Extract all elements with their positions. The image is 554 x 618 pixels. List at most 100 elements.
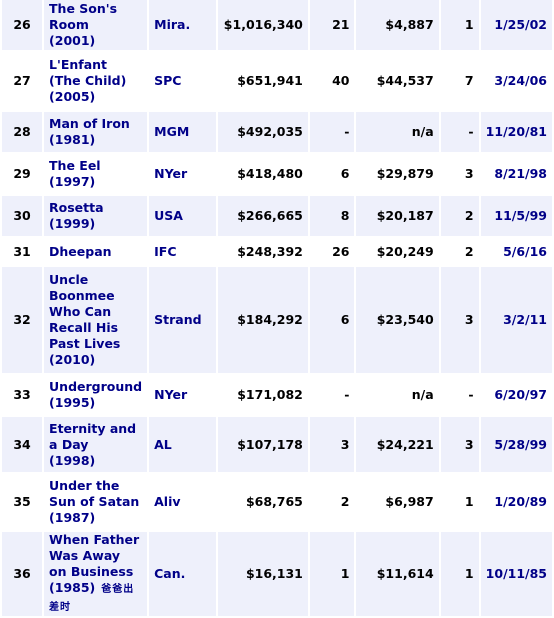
theaters-cell: - [309,112,355,152]
release-date-link[interactable]: 3/24/06 [480,52,552,110]
release-date-link[interactable]: 1/20/89 [480,474,552,530]
movie-title-link[interactable]: Man of Iron (1981) [44,112,148,152]
title-line: (2005) [49,89,96,104]
opening-theaters-cell: 2 [440,238,479,265]
title-line: The Eel [49,158,101,173]
rank-cell: 29 [2,154,43,194]
title-line: Room [49,17,89,32]
title-line: Boonmee [49,288,115,303]
release-date-link[interactable]: 11/20/81 [480,112,552,152]
opening-gross-cell: $20,187 [356,196,439,236]
distributor-link[interactable]: NYer [149,375,217,415]
opening-theaters-cell: - [440,375,479,415]
opening-theaters-cell: 1 [440,532,479,616]
title-line: (1995) [49,395,96,410]
opening-theaters-cell: 3 [440,267,479,373]
distributor-link[interactable]: Strand [149,267,217,373]
title-line: (2001) [49,33,96,48]
rank-cell: 30 [2,196,43,236]
rank-cell: 33 [2,375,43,415]
title-line: (1981) [49,132,96,147]
title-line: Was Away [49,548,121,563]
total-gross-cell: $651,941 [218,52,308,110]
title-line: Uncle [49,272,89,287]
theaters-cell: 21 [309,0,355,50]
theaters-cell: 3 [309,417,355,472]
rank-cell: 27 [2,52,43,110]
theaters-cell: 6 [309,267,355,373]
opening-gross-cell: n/a [356,375,439,415]
title-line: (1985) [49,580,96,595]
release-date-link[interactable]: 8/21/98 [480,154,552,194]
title-line: (1997) [49,174,96,189]
distributor-link[interactable]: Can. [149,532,217,616]
rank-cell: 28 [2,112,43,152]
total-gross-cell: $1,016,340 [218,0,308,50]
title-line: Underground [49,379,143,394]
title-line: (1998) [49,452,96,468]
release-date-link[interactable]: 5/28/99 [480,417,552,472]
opening-gross-cell: $11,614 [356,532,439,616]
release-date-link[interactable]: 6/20/97 [480,375,552,415]
distributor-link[interactable]: MGM [149,112,217,152]
opening-gross-cell: $6,987 [356,474,439,530]
distributor-link[interactable]: SPC [149,52,217,110]
title-line: Sun of Satan [49,494,140,509]
total-gross-cell: $16,131 [218,532,308,616]
table-row: 32 Uncle Boonmee Who Can Recall His Past Live… [2,267,552,373]
movie-title-link[interactable]: Uncle Boonmee Who Can Recall His Past Lives(… [44,267,148,373]
opening-theaters-cell: 1 [440,0,479,50]
table-row: 33 Underground (1995) NYer $171,082- n/a -6/20… [2,375,552,415]
movie-title-link[interactable]: Rosetta (1999) [44,196,148,236]
title-annotation: 爸爸出差时 [49,584,135,613]
theaters-cell: - [309,375,355,415]
movie-title-link[interactable]: The Eel (1997) [44,154,148,194]
table-row: 34 Eternity and a Day (1998) AL $107,178 3 $24,… [2,417,552,472]
table-row: 27 L'Enfant (The Child) (2005) SPC $651,941 40… [2,52,552,110]
title-line: Who Can [49,304,112,319]
opening-gross-cell: $24,221 [356,417,439,472]
theaters-cell: 1 [309,532,355,616]
opening-theaters-cell: 3 [440,154,479,194]
movie-title-link[interactable]: The Son's Room (2001) [44,0,148,50]
title-line: When Father [49,532,140,547]
total-gross-cell: $266,665 [218,196,308,236]
total-gross-cell: $492,035 [218,112,308,152]
release-date-link[interactable]: 1/25/02 [480,0,552,50]
title-line: (1999) [49,216,96,231]
theaters-cell: 6 [309,154,355,194]
movie-title-link[interactable]: Eternity and a Day (1998) [44,417,148,472]
title-line: Under the [49,478,120,493]
movie-title-link[interactable]: Dheepan [44,238,148,265]
release-date-link[interactable]: 5/6/16 [480,238,552,265]
distributor-link[interactable]: Mira. [149,0,217,50]
release-date-link[interactable]: 3/2/11 [480,267,552,373]
distributor-link[interactable]: Aliv [149,474,217,530]
release-date-link[interactable]: 11/5/99 [480,196,552,236]
theaters-cell: 8 [309,196,355,236]
distributor-link[interactable]: NYer [149,154,217,194]
distributor-link[interactable]: USA [149,196,217,236]
opening-theaters-cell: 1 [440,474,479,530]
table-row: 29 The Eel (1997) NYer $418,480 6 $29,879 3 8/21… [2,154,552,194]
release-date-link[interactable]: 10/11/85 [480,532,552,616]
movie-title-link[interactable]: Underground (1995) [44,375,148,415]
distributor-link[interactable]: IFC [149,238,217,265]
movie-title-link[interactable]: L'Enfant (The Child) (2005) [44,52,148,110]
opening-gross-cell: $4,887 [356,0,439,50]
total-gross-cell: $418,480 [218,154,308,194]
movie-title-link[interactable]: When Father Was Away on Business (1985) 爸爸出差… [44,532,148,616]
table-row: 30 Rosetta (1999) USA $266,665 8 $20,187 2 11/5/… [2,196,552,236]
title-line: (2010) [49,352,96,367]
opening-gross-cell: n/a [356,112,439,152]
title-line: Rosetta [49,200,104,215]
rank-cell: 32 [2,267,43,373]
title-line: Recall His [49,320,119,335]
opening-theaters-cell: 2 [440,196,479,236]
table-row: 36 When Father Was Away on Business (1985) 爸爸… [2,532,552,616]
rank-cell: 34 [2,417,43,472]
movie-title-link[interactable]: Under the Sun of Satan (1987) [44,474,148,530]
title-line: Dheepan [49,243,112,259]
distributor-link[interactable]: AL [149,417,217,472]
